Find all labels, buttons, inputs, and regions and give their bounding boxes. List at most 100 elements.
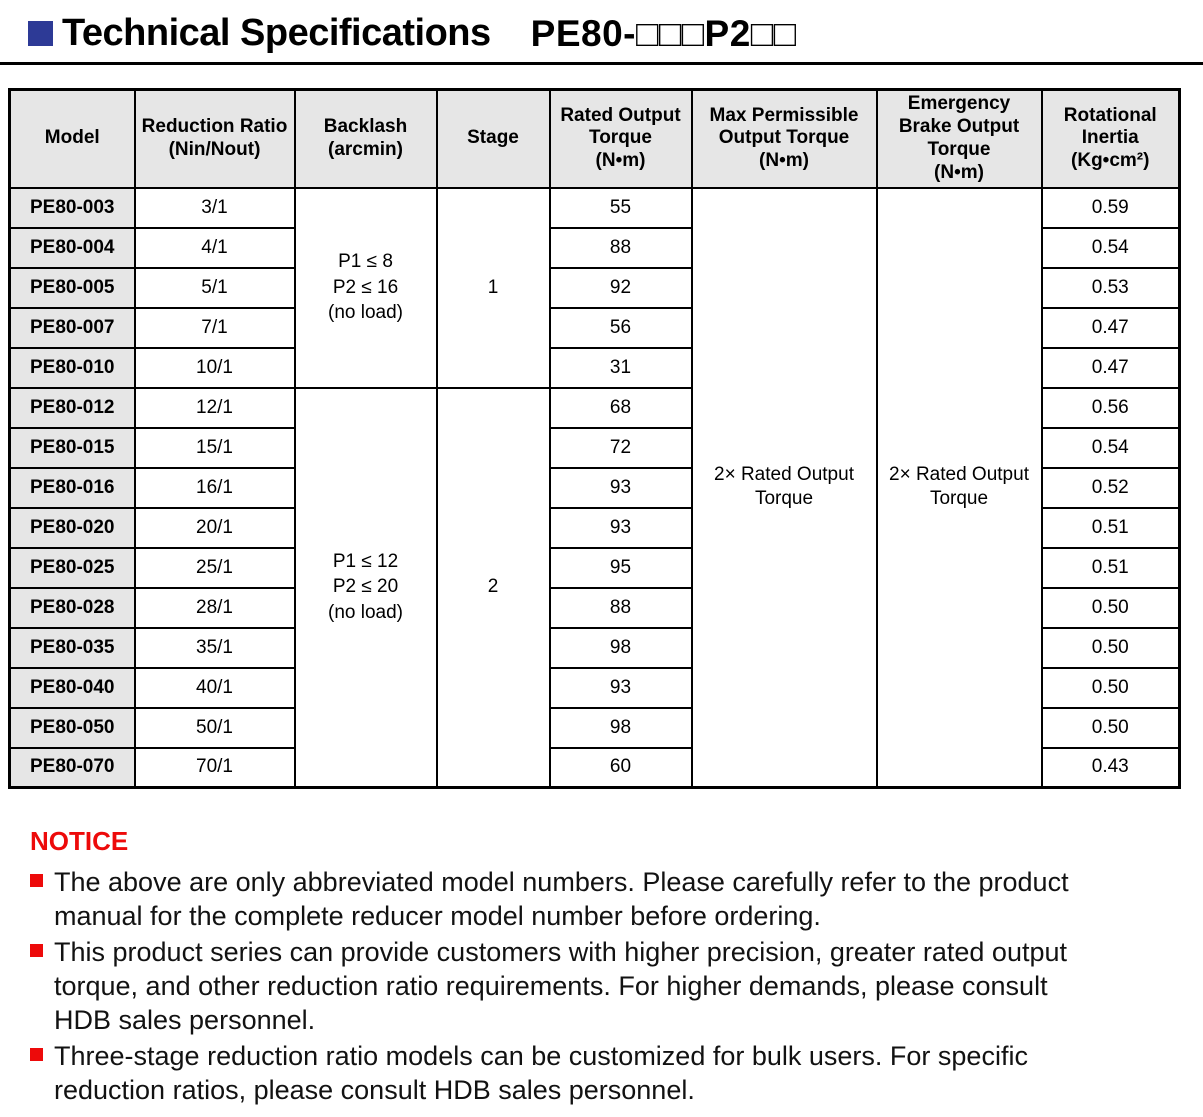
rated-output-torque-cell: 93 xyxy=(548,466,693,509)
table-row: PE80-003 3/1 P1 ≤ 8 P2 ≤ 16 (no load) 1 55 2×… xyxy=(8,186,1181,789)
model-cell: PE80-007 xyxy=(8,306,136,349)
rated-output-torque-cell: 56 xyxy=(548,306,693,349)
table-row: PE80-070 70/1 60 0.43 xyxy=(8,746,1181,789)
rotational-inertia-cell: 0.50 xyxy=(1040,626,1181,669)
column-header-label: Rated Output Torque xyxy=(560,104,681,149)
table-row: PE80-020 20/1 93 0.51 xyxy=(8,506,1181,549)
rated-output-torque-cell: 95 xyxy=(548,546,693,589)
notice-item-text: The above are only abbreviated model num… xyxy=(54,867,1069,932)
model-cell: PE80-016 xyxy=(8,466,136,509)
reduction-ratio-cell: 25/1 xyxy=(133,546,296,589)
column-header-label: Rotational Inertia xyxy=(1063,104,1157,149)
column-header-1: Reduction Ratio (Nin/Nout) xyxy=(133,88,296,189)
model-cell: PE80-012 xyxy=(8,386,136,429)
red-square-bullet-icon xyxy=(30,1048,43,1062)
table-row: PE80-005 5/1 92 0.53 xyxy=(8,266,1181,309)
column-header-0: Model xyxy=(8,88,136,189)
rotational-inertia-cell: 0.51 xyxy=(1040,546,1181,589)
reduction-ratio-cell: 35/1 xyxy=(133,626,296,669)
table-row: PE80-007 7/1 56 0.47 xyxy=(8,306,1181,349)
reduction-ratio-cell: 20/1 xyxy=(133,506,296,549)
spec-table-head: Model Reduction Ratio (Nin/Nout) Backlash (a… xyxy=(8,88,1181,189)
reduction-ratio-cell: 50/1 xyxy=(133,706,296,749)
reduction-ratio-cell: 15/1 xyxy=(133,426,296,469)
notice-title: NOTICE xyxy=(30,826,129,856)
reduction-ratio-cell: 5/1 xyxy=(133,266,296,309)
spec-table: Model Reduction Ratio (Nin/Nout) Backlash (a… xyxy=(8,88,1181,789)
model-cell: PE80-015 xyxy=(8,426,136,469)
model-cell: PE80-003 xyxy=(8,186,136,229)
reduction-ratio-cell: 12/1 xyxy=(133,386,296,429)
spec-header-row: Model Reduction Ratio (Nin/Nout) Backlash (a… xyxy=(8,88,1181,189)
rated-output-torque-cell: 92 xyxy=(548,266,693,309)
column-header-6: Emergency Brake Output Torque (N•m) xyxy=(875,88,1043,189)
reduction-ratio-cell: 28/1 xyxy=(133,586,296,629)
column-header-unit: (arcmin) xyxy=(328,138,403,160)
column-header-label: Reduction Ratio xyxy=(141,115,288,137)
rotational-inertia-cell: 0.54 xyxy=(1040,426,1181,469)
table-row: PE80-028 28/1 88 0.50 xyxy=(8,586,1181,629)
column-header-unit: (N•m) xyxy=(934,161,984,183)
rated-output-torque-cell: 98 xyxy=(548,706,693,749)
column-header-5: Max Permissible Output Torque (N•m) xyxy=(690,88,878,189)
column-header-unit: (N•m) xyxy=(759,150,809,172)
model-cell: PE80-028 xyxy=(8,586,136,629)
reduction-ratio-cell: 70/1 xyxy=(133,746,296,789)
reduction-ratio-cell: 10/1 xyxy=(133,346,296,389)
page-title-model-code: PE80-□□□P2□□ xyxy=(530,12,797,54)
spec-table-body: PE80-003 3/1 P1 ≤ 8 P2 ≤ 16 (no load) 1 55 2×… xyxy=(8,186,1181,789)
rated-output-torque-cell: 31 xyxy=(548,346,693,389)
table-row: PE80-040 40/1 93 0.50 xyxy=(8,666,1181,709)
rotational-inertia-cell: 0.52 xyxy=(1040,466,1181,509)
column-header-label: Stage xyxy=(467,127,519,149)
rotational-inertia-cell: 0.47 xyxy=(1040,306,1181,349)
rotational-inertia-cell: 0.51 xyxy=(1040,506,1181,549)
rated-output-torque-cell: 88 xyxy=(548,586,693,629)
table-row: PE80-004 4/1 88 0.54 xyxy=(8,226,1181,269)
model-cell: PE80-025 xyxy=(8,546,136,589)
red-square-bullet-icon xyxy=(30,944,43,958)
rotational-inertia-cell: 0.50 xyxy=(1040,586,1181,629)
notice-item-2: Three-stage reduction ratio models can b… xyxy=(30,1039,1105,1107)
rated-output-torque-cell: 93 xyxy=(548,666,693,709)
reduction-ratio-cell: 4/1 xyxy=(133,226,296,269)
rotational-inertia-cell: 0.50 xyxy=(1040,706,1181,749)
rated-output-torque-cell: 72 xyxy=(548,426,693,469)
table-row: PE80-012 12/1 P1 ≤ 12 P2 ≤ 20 (no load) 2 68… xyxy=(8,386,1181,789)
rotational-inertia-cell: 0.47 xyxy=(1040,346,1181,389)
column-header-7: Rotational Inertia (Kg•cm²) xyxy=(1040,88,1181,189)
rotational-inertia-cell: 0.53 xyxy=(1040,266,1181,309)
model-cell: PE80-035 xyxy=(8,626,136,669)
table-row: PE80-050 50/1 98 0.50 xyxy=(8,706,1181,749)
title-divider xyxy=(0,62,1203,65)
table-row: PE80-016 16/1 93 0.52 xyxy=(8,466,1181,509)
rated-output-torque-cell: 60 xyxy=(548,746,693,789)
column-header-unit: (Kg•cm²) xyxy=(1071,150,1150,172)
table-row: PE80-010 10/1 31 0.47 xyxy=(8,346,1181,389)
reduction-ratio-cell: 16/1 xyxy=(133,466,296,509)
reduction-ratio-cell: 7/1 xyxy=(133,306,296,349)
column-header-unit: (N•m) xyxy=(595,150,646,172)
rated-output-torque-cell: 98 xyxy=(548,626,693,669)
rotational-inertia-cell: 0.43 xyxy=(1040,746,1181,789)
model-cell: PE80-020 xyxy=(8,506,136,549)
stage-cell: 2 xyxy=(435,386,551,789)
rated-output-torque-cell: 68 xyxy=(548,386,693,429)
column-header-label: Backlash xyxy=(323,115,408,137)
red-square-bullet-icon xyxy=(30,874,43,887)
column-header-4: Rated Output Torque (N•m) xyxy=(548,88,693,189)
notice-list: The above are only abbreviated model num… xyxy=(30,865,1105,1107)
column-header-label: Model xyxy=(44,127,100,149)
model-cell: PE80-010 xyxy=(8,346,136,389)
rated-output-torque-cell: 55 xyxy=(548,186,693,229)
model-cell: PE80-004 xyxy=(8,226,136,269)
notice-item-1: This product series can provide customer… xyxy=(30,935,1105,1037)
rotational-inertia-cell: 0.59 xyxy=(1040,186,1181,229)
page-title: Technical Specifications xyxy=(62,12,491,54)
blue-square-icon xyxy=(28,21,53,46)
model-cell: PE80-070 xyxy=(8,746,136,789)
rotational-inertia-cell: 0.56 xyxy=(1040,386,1181,429)
page-header: Technical Specifications PE80-□□□P2□□ xyxy=(0,0,1203,55)
notice-item-text: Three-stage reduction ratio models can b… xyxy=(54,1041,1028,1106)
reduction-ratio-cell: 3/1 xyxy=(133,186,296,229)
